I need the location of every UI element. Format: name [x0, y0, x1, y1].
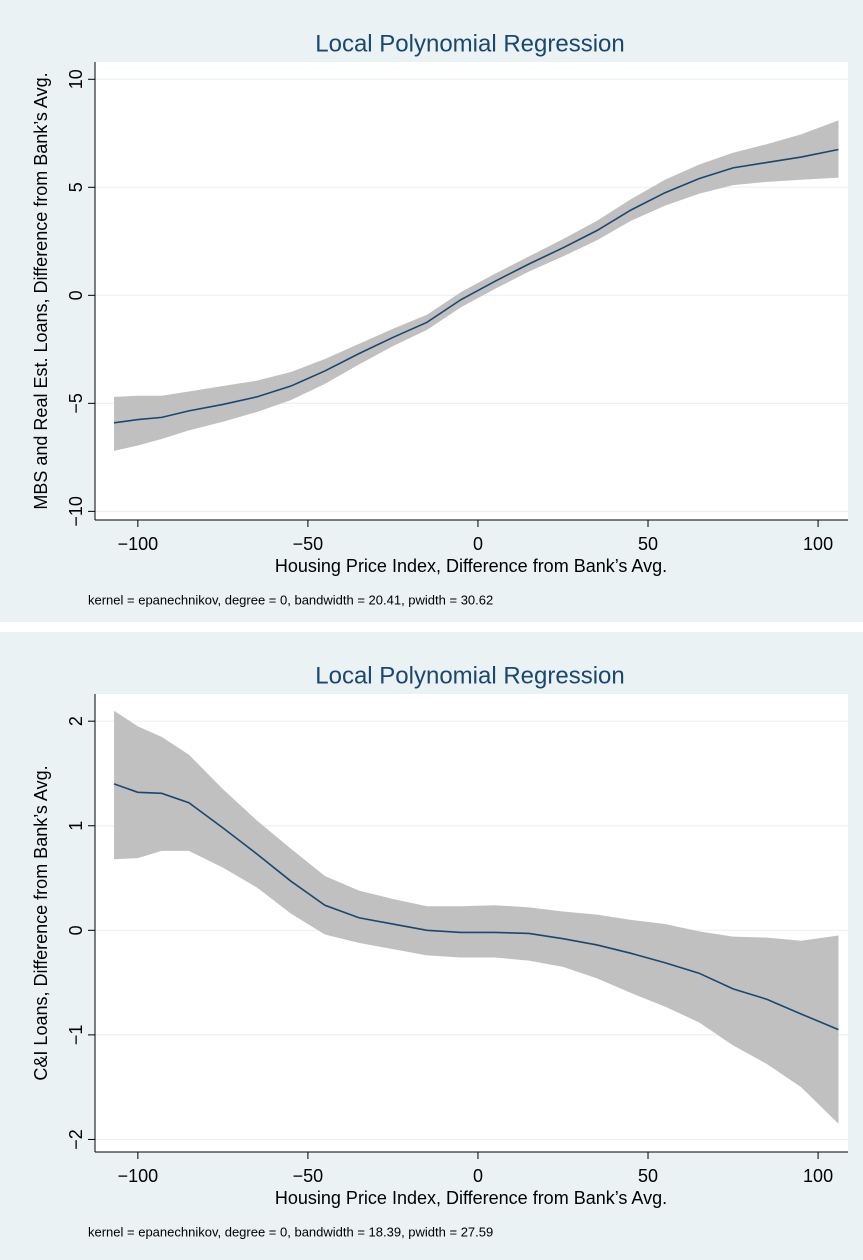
panel: Local Polynomial Regression −2 −1 0 1 2 −100 −5…: [0, 632, 863, 1260]
y-axis-label: MBS and Real Est. Loans, Difference from…: [31, 72, 51, 509]
y-tick-label: −2: [66, 1129, 86, 1150]
x-tick-label: 0: [473, 534, 483, 554]
x-tick-label: 100: [803, 534, 833, 554]
y-tick-label: 0: [66, 290, 86, 300]
panel: Local Polynomial Regression−10−50510−100…: [0, 0, 863, 622]
fit-line: [113, 783, 839, 1031]
confidence-band: [114, 710, 839, 1124]
x-tick-label: 50: [638, 534, 658, 554]
x-axis-label: Housing Price Index, Difference from Ban…: [275, 1188, 667, 1208]
x-tick-label: −50: [293, 1166, 324, 1186]
y-tick-label: 0: [66, 925, 86, 935]
x-tick-label: −50: [293, 534, 324, 554]
x-tick-label: 50: [638, 1166, 658, 1186]
x-tick-label: 0: [473, 1166, 483, 1186]
y-tick-label: 10: [66, 69, 86, 89]
x-tick-label: −100: [118, 1166, 159, 1186]
chart-title: Local Polynomial Regression: [315, 662, 625, 689]
y-tick-label: 2: [66, 716, 86, 726]
y-tick-label: −1: [66, 1025, 86, 1046]
note: kernel = epanechnikov, degree = 0, bandw…: [88, 1224, 493, 1239]
y-tick-label: −10: [66, 496, 86, 527]
fit-line: [113, 148, 839, 424]
x-tick-label: −100: [118, 534, 159, 554]
x-axis-label: Housing Price Index, Difference from Ban…: [275, 556, 667, 576]
chart-title: Local Polynomial Regression: [315, 30, 625, 57]
y-axis-label: C&I Loans, Difference from Bank’s Avg.: [31, 765, 51, 1080]
confidence-band: [114, 120, 839, 451]
x-tick-label: 100: [803, 1166, 833, 1186]
y-tick-label: −5: [66, 393, 86, 414]
y-tick-label: 5: [66, 182, 86, 192]
note: kernel = epanechnikov, degree = 0, bandw…: [88, 592, 493, 607]
y-tick-label: 1: [66, 821, 86, 831]
